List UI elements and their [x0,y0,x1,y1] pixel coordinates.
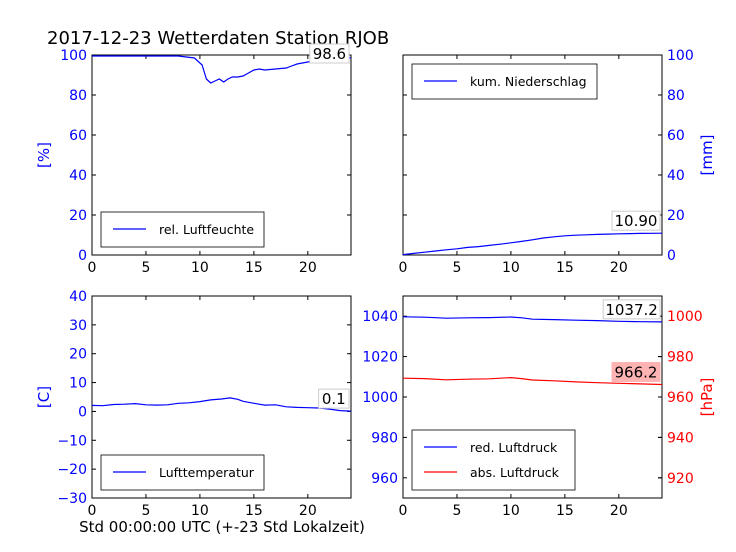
y-tick-label: −20 [57,462,87,478]
y-tick-label: 80 [667,88,685,104]
plot-frame [402,54,663,256]
value-annotation: 1037.2 [602,299,661,320]
annotation-box [602,299,661,320]
y-tick-label: 100 [667,48,694,64]
y-tick-label: 1020 [362,350,398,366]
annotation-box [318,388,350,409]
x-tick-label: 15 [245,260,263,276]
series-line-rel-luftfeuchte [92,55,352,84]
y-tick-label: 0 [78,404,87,420]
annotation-box [611,361,661,382]
x-tick-label: 0 [399,260,408,276]
legend-label: kum. Niederschlag [470,74,587,89]
legend: rel. Luftfeuchte [100,211,265,248]
legend: kum. Niederschlag [411,63,598,100]
x-tick-label: 0 [399,503,408,519]
annotation-text: 98.6 [313,45,346,63]
y-tick-label: 20 [667,208,685,224]
x-tick-label: 0 [88,503,97,519]
y-right-tick-label: 940 [667,430,694,446]
x-tick-label: 5 [141,260,150,276]
y-tick-label: 40 [69,289,87,305]
y-axis-label: [C] [35,386,53,408]
legend-box [411,429,576,491]
y-tick-label: 60 [69,128,87,144]
panel-bottom-left: 0 5 10 15 20 −30 −20 −10 0 10 20 30 40 [C] 0.1 Lufttemp… [35,289,352,519]
x-tick-label: 5 [452,503,461,519]
y-axis-label: [mm] [698,135,716,176]
x-tick-label: 20 [610,260,628,276]
y-tick-label: 980 [371,430,398,446]
y-right-tick-label: 980 [667,350,694,366]
panel-top-left: 0 5 10 15 20 0 20 40 60 80 100 [%] 98.6 rel. Luftfeuc… [35,43,352,276]
x-tick-label: 5 [141,503,150,519]
panel-bottom-right: 0 5 10 15 20 960 980 1000 1020 1040 920 940 960 980 10… [362,295,716,519]
figure-xlabel: Std 00:00:00 UTC (+-23 Std Lokalzeit) [79,518,365,536]
y-tick-label: 40 [667,168,685,184]
series-line-abs-luftdruck [402,376,663,386]
x-tick-label: 15 [556,503,574,519]
value-annotation: 0.1 [318,388,350,409]
x-tick-label: 20 [299,260,317,276]
panel-top-right: 0 5 10 15 20 0 20 40 60 80 100 [mm] 10.90 kum. Nieder… [399,48,716,276]
legend-label: Lufttemperatur [159,465,255,480]
x-tick-label: 0 [88,260,97,276]
value-annotation: 98.6 [309,43,350,64]
y-right-tick-label: 1000 [667,309,703,325]
x-tick-label: 10 [502,260,520,276]
y-tick-label: −30 [57,491,87,507]
y-tick-label: 960 [371,471,398,487]
y-tick-label: 20 [69,347,87,363]
y-tick-label: 30 [69,318,87,334]
x-tick-label: 10 [191,503,209,519]
plot-frame [91,295,352,499]
x-tick-label: 20 [299,503,317,519]
annotation-text: 0.1 [322,390,346,408]
y-tick-label: 20 [69,208,87,224]
annotation-text: 10.90 [615,212,658,230]
series-line-lufttemperatur [91,397,352,412]
y-tick-label: 0 [667,248,676,264]
y-tick-label: 80 [69,88,87,104]
x-tick-label: 10 [191,260,209,276]
y-right-tick-label: 960 [667,390,694,406]
legend-label: red. Luftdruck [470,440,558,455]
value-annotation: 10.90 [611,210,661,231]
x-tick-label: 5 [452,260,461,276]
legend: Lufttemperatur [100,454,265,491]
legend-label: abs. Luftdruck [470,465,560,480]
legend: red. Luftdruck abs. Luftdruck [411,429,576,491]
plot-frame [91,54,352,256]
y-tick-label: 10 [69,376,87,392]
y-tick-label: 40 [69,168,87,184]
y-right-tick-label: 920 [667,471,694,487]
y-tick-label: 1000 [362,390,398,406]
x-tick-label: 10 [502,503,520,519]
y-tick-label: 60 [667,128,685,144]
y-tick-label: −10 [57,433,87,449]
y-tick-label: 0 [78,248,87,264]
annotation-box [309,43,350,64]
annotation-text: 966.2 [615,363,658,381]
series-line-kum-niederschlag [402,232,663,256]
y-axis-label: [%] [35,142,53,168]
x-tick-label: 20 [610,503,628,519]
figure-title: 2017-12-23 Wetterdaten Station RJOB [47,28,389,49]
y-tick-label: 1040 [362,309,398,325]
annotation-box [611,210,661,231]
value-annotation: 966.2 [611,361,661,382]
annotation-text: 1037.2 [605,301,658,319]
series-line-red-luftdruck [402,316,663,323]
y-tick-label: 100 [60,48,87,64]
x-tick-label: 15 [245,503,263,519]
legend-label: rel. Luftfeuchte [159,222,254,237]
y-axis-label: [hPa] [698,378,716,417]
x-tick-label: 15 [556,260,574,276]
